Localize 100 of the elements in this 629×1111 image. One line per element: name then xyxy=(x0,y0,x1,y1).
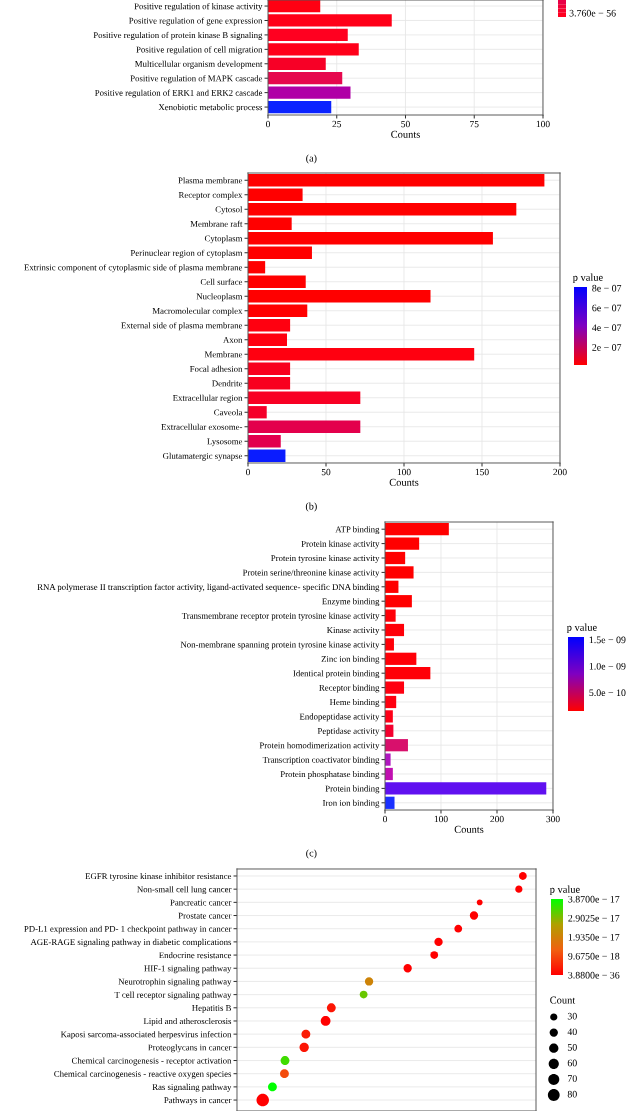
y-tick-label: Protein serine/threonine kinase activity xyxy=(242,569,380,578)
y-tick-label: Macromolecular complex xyxy=(152,307,243,316)
color-bar-label: 8e − 07 xyxy=(592,284,622,292)
color-bar-title: p value xyxy=(572,273,603,283)
text: (a) xyxy=(306,154,317,164)
y-tick-label: Lysosome xyxy=(207,438,243,447)
y-tick-label: Caveola xyxy=(214,409,243,416)
y-tick-label: Iron ion binding xyxy=(322,799,380,808)
bar xyxy=(385,782,547,795)
color-bar-label: 2.9025e − 17 xyxy=(568,914,620,922)
y-tick-label: Lipid and atherosclerosis xyxy=(143,1017,232,1026)
bar xyxy=(248,232,493,245)
x-tick-label: 75 xyxy=(470,120,479,128)
bar xyxy=(248,217,292,230)
y-tick-label: Multicellular organism development xyxy=(135,60,263,69)
y-tick-label: Extracellular exosome- xyxy=(161,423,243,430)
x-tick-label: 0 xyxy=(266,120,270,128)
bar xyxy=(268,28,348,42)
bar xyxy=(385,753,391,766)
bar xyxy=(268,86,351,99)
bar xyxy=(248,188,303,201)
legend-label: 60 xyxy=(567,1059,577,1067)
bar xyxy=(248,420,361,433)
y-tick-label: External side of plasma membrane xyxy=(121,322,243,331)
color-bar-label: 1.9350e − 17 xyxy=(568,933,620,941)
x-tick-label: 0 xyxy=(246,468,250,476)
bar xyxy=(385,681,405,694)
x-tick-label: 150 xyxy=(475,468,489,476)
y-tick-label: Positive regulation of ERK1 and ERK2 cascade xyxy=(95,89,263,98)
bar xyxy=(385,796,395,809)
y-tick-label: ATP binding xyxy=(335,526,380,535)
x-axis-title: Counts xyxy=(454,825,484,833)
y-tick-label: Plasma membrane xyxy=(178,177,243,184)
y-tick-label: Cytosol xyxy=(215,206,243,215)
legend-label: 40 xyxy=(567,1028,577,1036)
color-bar-label: 1.5e − 09 xyxy=(589,636,626,644)
bar xyxy=(248,203,517,216)
x-tick-label: 100 xyxy=(536,120,550,128)
x-tick-label: 50 xyxy=(321,468,331,476)
y-tick-label: Receptor binding xyxy=(319,684,380,693)
y-tick-label: Pancreatic cancer xyxy=(170,899,232,906)
y-tick-label: Non-small cell lung cancer xyxy=(137,886,232,895)
y-tick-label: Extrinsic component of cytoplasmic side of plasma membrane xyxy=(24,264,243,273)
y-tick-label: EGFR tyrosine kinase inhibitor resistance xyxy=(85,872,232,881)
y-tick-label: Chemical carcinogenesis - receptor activation xyxy=(71,1057,232,1066)
y-tick-label: Membrane xyxy=(204,351,243,358)
y-tick-label: Pathways in cancer xyxy=(164,1097,232,1105)
bar xyxy=(248,261,266,274)
bar xyxy=(385,551,406,565)
bar xyxy=(248,377,291,390)
legend-label: 80 xyxy=(567,1090,577,1098)
y-tick-label: Transmembrane receptor protein tyrosine kinase activity xyxy=(181,612,380,621)
x-axis-title: Counts xyxy=(391,130,420,138)
y-tick-label: Membrane raft xyxy=(190,220,243,227)
y-tick-label: Peptidase activity xyxy=(317,727,380,736)
y-tick-label: Glutamatergic synapse xyxy=(163,452,243,461)
y-tick-label: Nucleoplasm xyxy=(196,293,243,302)
bar xyxy=(248,246,312,259)
y-tick-label: HIF-1 signaling pathway xyxy=(144,965,232,974)
bar xyxy=(248,348,475,361)
legend-title: Count xyxy=(550,996,576,1004)
y-tick-label: Zinc ion binding xyxy=(321,655,380,664)
bar xyxy=(268,72,343,85)
bar xyxy=(385,609,396,622)
y-tick-label: Protein homodimerization activity xyxy=(259,742,380,751)
legend-label: 50 xyxy=(567,1044,577,1051)
bar xyxy=(385,710,393,723)
y-tick-label: Hepatitis B xyxy=(192,1005,232,1013)
bar xyxy=(248,275,306,288)
color-bar-label: 5.0e − 10 xyxy=(589,689,626,697)
color-bar-label: 2e − 07 xyxy=(592,344,622,351)
y-tick-label: Receptor complex xyxy=(178,191,243,200)
x-tick-label: 50 xyxy=(401,120,410,128)
y-tick-label: Endocrine resistance xyxy=(159,952,232,959)
y-tick-label: Cytoplasm xyxy=(204,235,243,244)
y-tick-label: Extracellular region xyxy=(172,394,243,403)
bar xyxy=(385,566,414,579)
y-tick-label: Enzyme binding xyxy=(322,598,380,607)
color-bar-label: 3.8800e − 36 xyxy=(568,971,620,979)
color-bar-label: 3.8700e − 17 xyxy=(568,895,620,903)
y-tick-label: Transcription coactivator binding xyxy=(262,756,380,765)
y-tick-label: Cell surface xyxy=(200,278,243,285)
y-tick-label: Kaposi sarcoma-associated herpesvirus infection xyxy=(60,1031,232,1040)
y-tick-label: T cell receptor signaling pathway xyxy=(114,991,232,1000)
bar xyxy=(385,652,417,665)
y-tick-label: Protein phosphatase binding xyxy=(280,770,380,779)
x-axis-title: Counts xyxy=(389,478,419,486)
x-tick-label: 300 xyxy=(546,815,560,823)
bar xyxy=(385,623,405,637)
y-tick-label: Proteoglycans in cancer xyxy=(148,1044,232,1053)
y-tick-label: Neurotrophin signaling pathway xyxy=(118,978,232,987)
bar xyxy=(248,435,281,448)
x-tick-label: 200 xyxy=(553,468,567,476)
bar xyxy=(385,537,420,550)
color-bar-label: 1.0e − 09 xyxy=(589,662,626,670)
bar xyxy=(248,174,545,187)
y-tick-label: Heme binding xyxy=(329,698,380,707)
bar xyxy=(385,523,449,536)
x-tick-label: 0 xyxy=(383,815,387,823)
y-tick-label: RNA polymerase II transcription factor activity, ligand-activated sequence- specific DNA binding xyxy=(37,583,380,592)
